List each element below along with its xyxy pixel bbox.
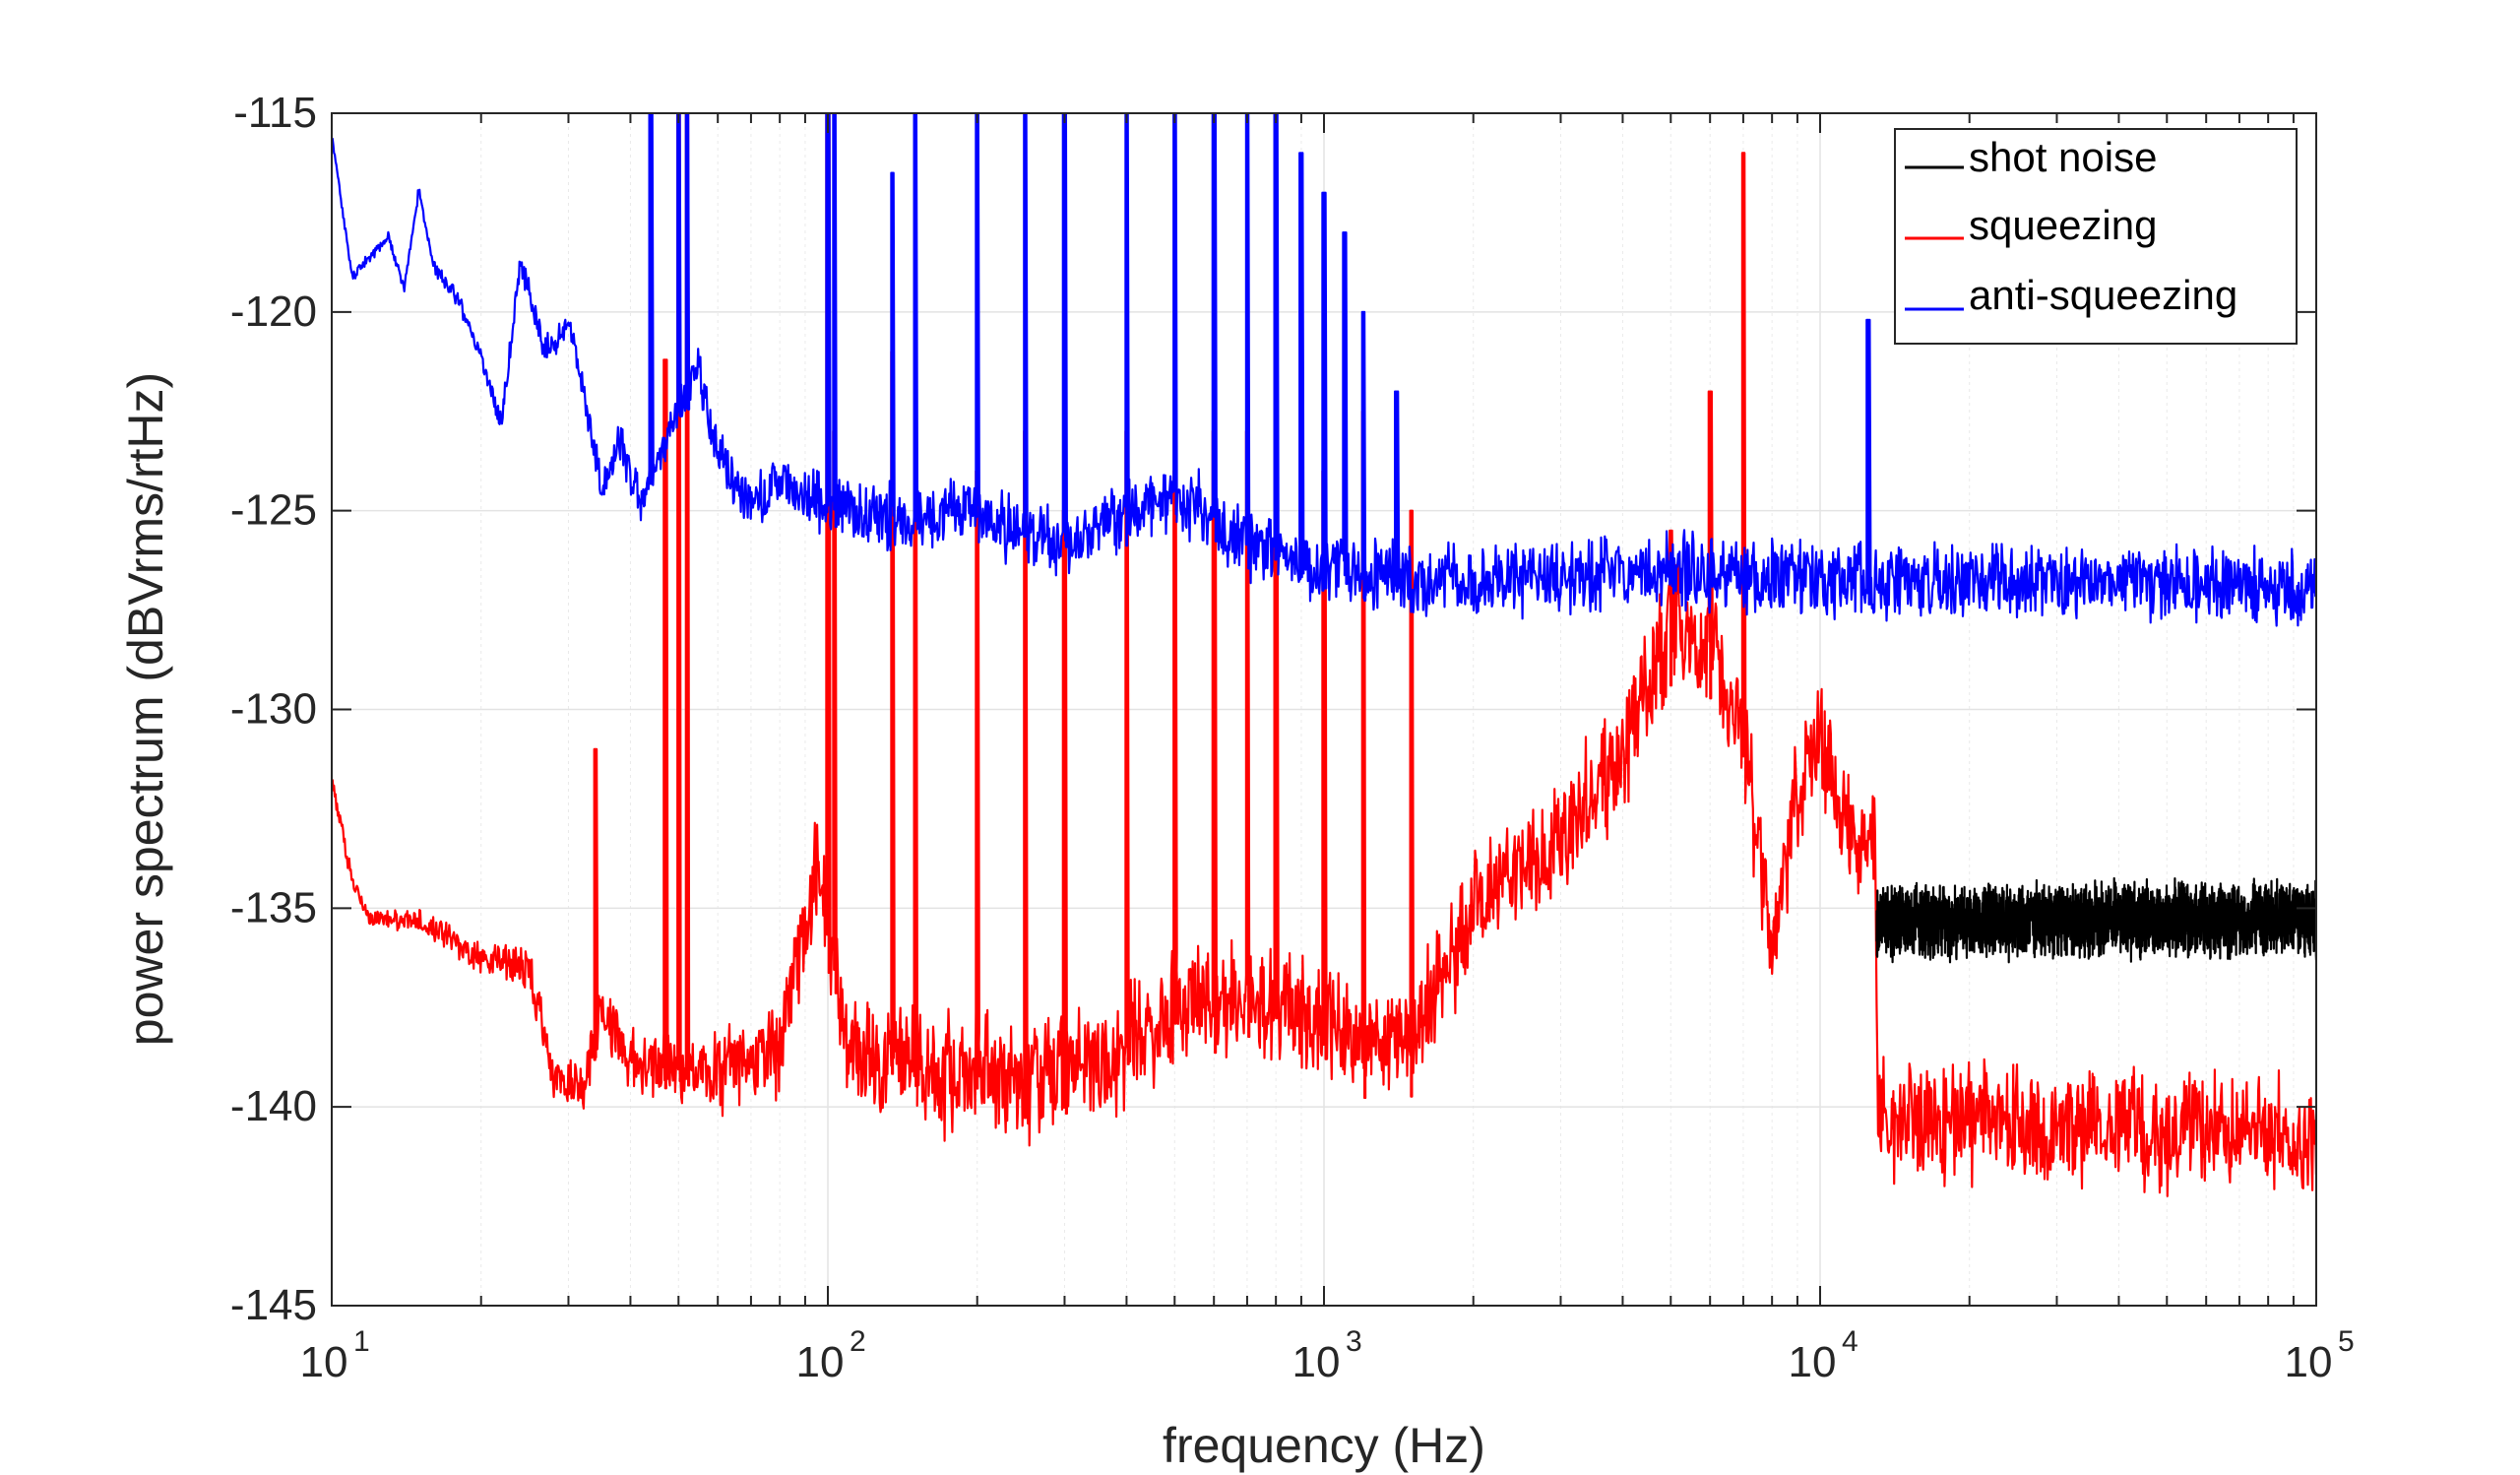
legend: shot noise squeezing anti-squeezing <box>1894 128 2298 345</box>
legend-label-anti-squeezing: anti-squeezing <box>1969 272 2237 318</box>
x-tick-label: 10 <box>796 1338 845 1386</box>
y-tick-label: -145 <box>230 1281 317 1329</box>
series-line-shot-noise <box>1875 876 2316 964</box>
y-tick-label: -125 <box>230 486 317 535</box>
x-tick-label: 10 <box>1292 1338 1341 1386</box>
legend-label-shot-noise: shot noise <box>1969 134 2157 180</box>
x-tick-label-exponent: 4 <box>1842 1325 1858 1358</box>
series-line-anti-squeezing <box>332 113 2316 627</box>
x-tick-label: 10 <box>300 1338 348 1386</box>
y-tick-label: -115 <box>233 89 317 137</box>
x-tick-label: 10 <box>2285 1338 2333 1386</box>
legend-label-squeezing: squeezing <box>1969 202 2157 248</box>
y-tick-label: -120 <box>230 288 317 336</box>
y-tick-label: -135 <box>230 883 317 931</box>
x-tick-label-exponent: 3 <box>1346 1325 1362 1358</box>
series-lines <box>332 113 2316 1197</box>
x-tick-label: 10 <box>1789 1338 1837 1386</box>
x-tick-label-exponent: 1 <box>353 1325 370 1358</box>
y-axis-label: power spectrum (dBVrms/rtHz) <box>118 372 173 1046</box>
series-line-squeezing <box>332 113 2316 1197</box>
x-tick-label-exponent: 2 <box>850 1325 866 1358</box>
x-tick-label-exponent: 5 <box>2338 1325 2355 1358</box>
y-tick-label: -140 <box>230 1082 317 1130</box>
y-tick-label: -130 <box>230 685 317 734</box>
x-axis-label: frequency (Hz) <box>1163 1418 1485 1473</box>
ticks <box>331 112 2316 1307</box>
